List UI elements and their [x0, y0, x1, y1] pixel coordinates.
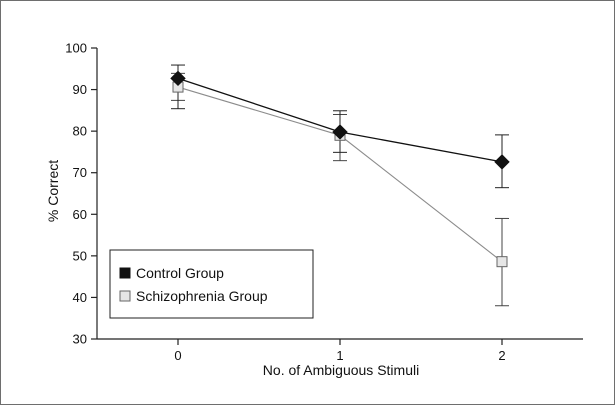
y-tick-label: 50 [73, 248, 87, 263]
data-point-control [332, 124, 348, 140]
y-tick-label: 90 [73, 82, 87, 97]
data-point-schizophrenia [496, 256, 508, 268]
legend-swatch-schizophrenia [119, 290, 131, 302]
x-tick-label: 1 [336, 348, 343, 363]
legend-label-control: Control Group [136, 265, 224, 281]
x-tick-label: 2 [498, 348, 505, 363]
legend-box [109, 249, 314, 319]
y-tick-label: 30 [73, 332, 87, 347]
y-tick-label: 80 [73, 124, 87, 139]
x-tick-label: 0 [174, 348, 181, 363]
y-tick-label: 40 [73, 290, 87, 305]
y-tick-label: 100 [65, 41, 87, 56]
y-tick-label: 70 [73, 165, 87, 180]
data-point-control [170, 70, 186, 87]
y-tick-label: 60 [73, 207, 87, 222]
x-axis-label: No. of Ambiguous Stimuli [263, 362, 419, 378]
axes: 30 40 50 60 70 80 90 100 0 1 2 [65, 41, 583, 363]
data-point-control [494, 154, 510, 170]
y-axis-label: % Correct [45, 160, 61, 222]
series-lines [177, 77, 503, 263]
legend-label-schizophrenia: Schizophrenia Group [136, 288, 268, 304]
legend: Control Group Schizophrenia Group [109, 249, 314, 319]
legend-swatch-control [119, 267, 131, 279]
series-markers [170, 70, 510, 268]
